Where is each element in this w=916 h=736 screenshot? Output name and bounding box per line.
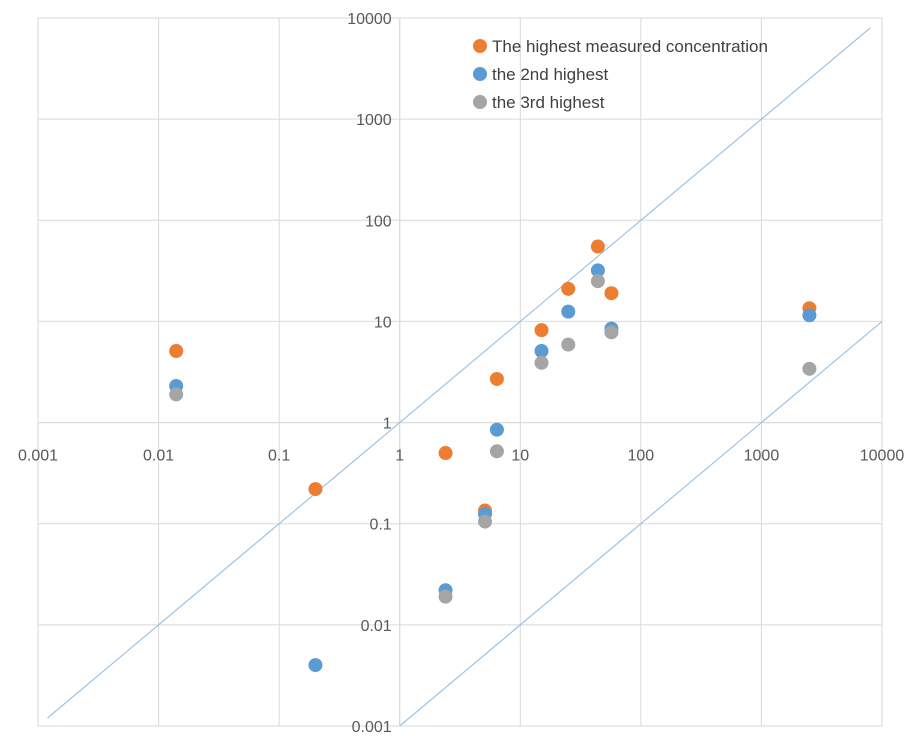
reference-line <box>399 320 883 727</box>
data-point <box>489 444 504 459</box>
y-tick-label: 1 <box>383 416 392 433</box>
data-point <box>438 589 453 604</box>
data-point <box>489 422 504 437</box>
y-tick-label: 10 <box>374 314 392 331</box>
legend: The highest measured concentration the 2n… <box>473 37 768 112</box>
axes <box>38 18 882 726</box>
y-tick-label: 100 <box>365 213 392 230</box>
data-point <box>169 387 184 402</box>
reference-line <box>47 27 871 719</box>
data-point <box>169 344 184 359</box>
y-tick-labels: 0.001 0.01 0.1 1 10 100 1000 10000 <box>347 11 392 736</box>
legend-label: the 2nd highest <box>492 65 609 84</box>
y-tick-label: 0.1 <box>369 517 391 534</box>
data-point <box>604 286 619 301</box>
x-tick-label: 0.1 <box>268 448 290 465</box>
data-point <box>590 274 605 289</box>
data-point <box>534 355 549 370</box>
reference-lines <box>47 27 883 727</box>
data-point <box>489 371 504 386</box>
data-point <box>308 482 323 497</box>
data-point <box>308 658 323 673</box>
y-tick-label: 0.001 <box>352 719 392 736</box>
data-point <box>604 325 619 340</box>
data-point <box>534 323 549 338</box>
x-tick-label: 1000 <box>744 448 780 465</box>
data-point <box>802 361 817 376</box>
x-tick-label: 10 <box>511 448 529 465</box>
data-point <box>590 239 605 254</box>
data-point <box>438 446 453 461</box>
legend-marker <box>473 67 487 81</box>
x-tick-label: 1 <box>395 448 404 465</box>
y-tick-label: 0.01 <box>361 618 392 635</box>
x-tick-label: 0.001 <box>18 448 58 465</box>
y-tick-label: 1000 <box>356 112 392 129</box>
data-points <box>169 239 817 673</box>
legend-marker <box>473 39 487 53</box>
data-point <box>561 281 576 296</box>
legend-label: The highest measured concentration <box>492 37 768 56</box>
legend-label: the 3rd highest <box>492 93 605 112</box>
x-tick-label: 10000 <box>860 448 905 465</box>
data-point <box>534 344 549 359</box>
data-point <box>590 263 605 278</box>
data-point <box>561 337 576 352</box>
x-tick-label: 100 <box>628 448 655 465</box>
x-tick-label: 0.01 <box>143 448 174 465</box>
y-tick-label: 10000 <box>347 11 392 28</box>
data-point <box>802 308 817 323</box>
data-point <box>561 304 576 319</box>
x-tick-labels: 0.001 0.01 0.1 1 10 100 1000 10000 <box>18 448 904 465</box>
data-point <box>478 514 493 529</box>
legend-marker <box>473 95 487 109</box>
